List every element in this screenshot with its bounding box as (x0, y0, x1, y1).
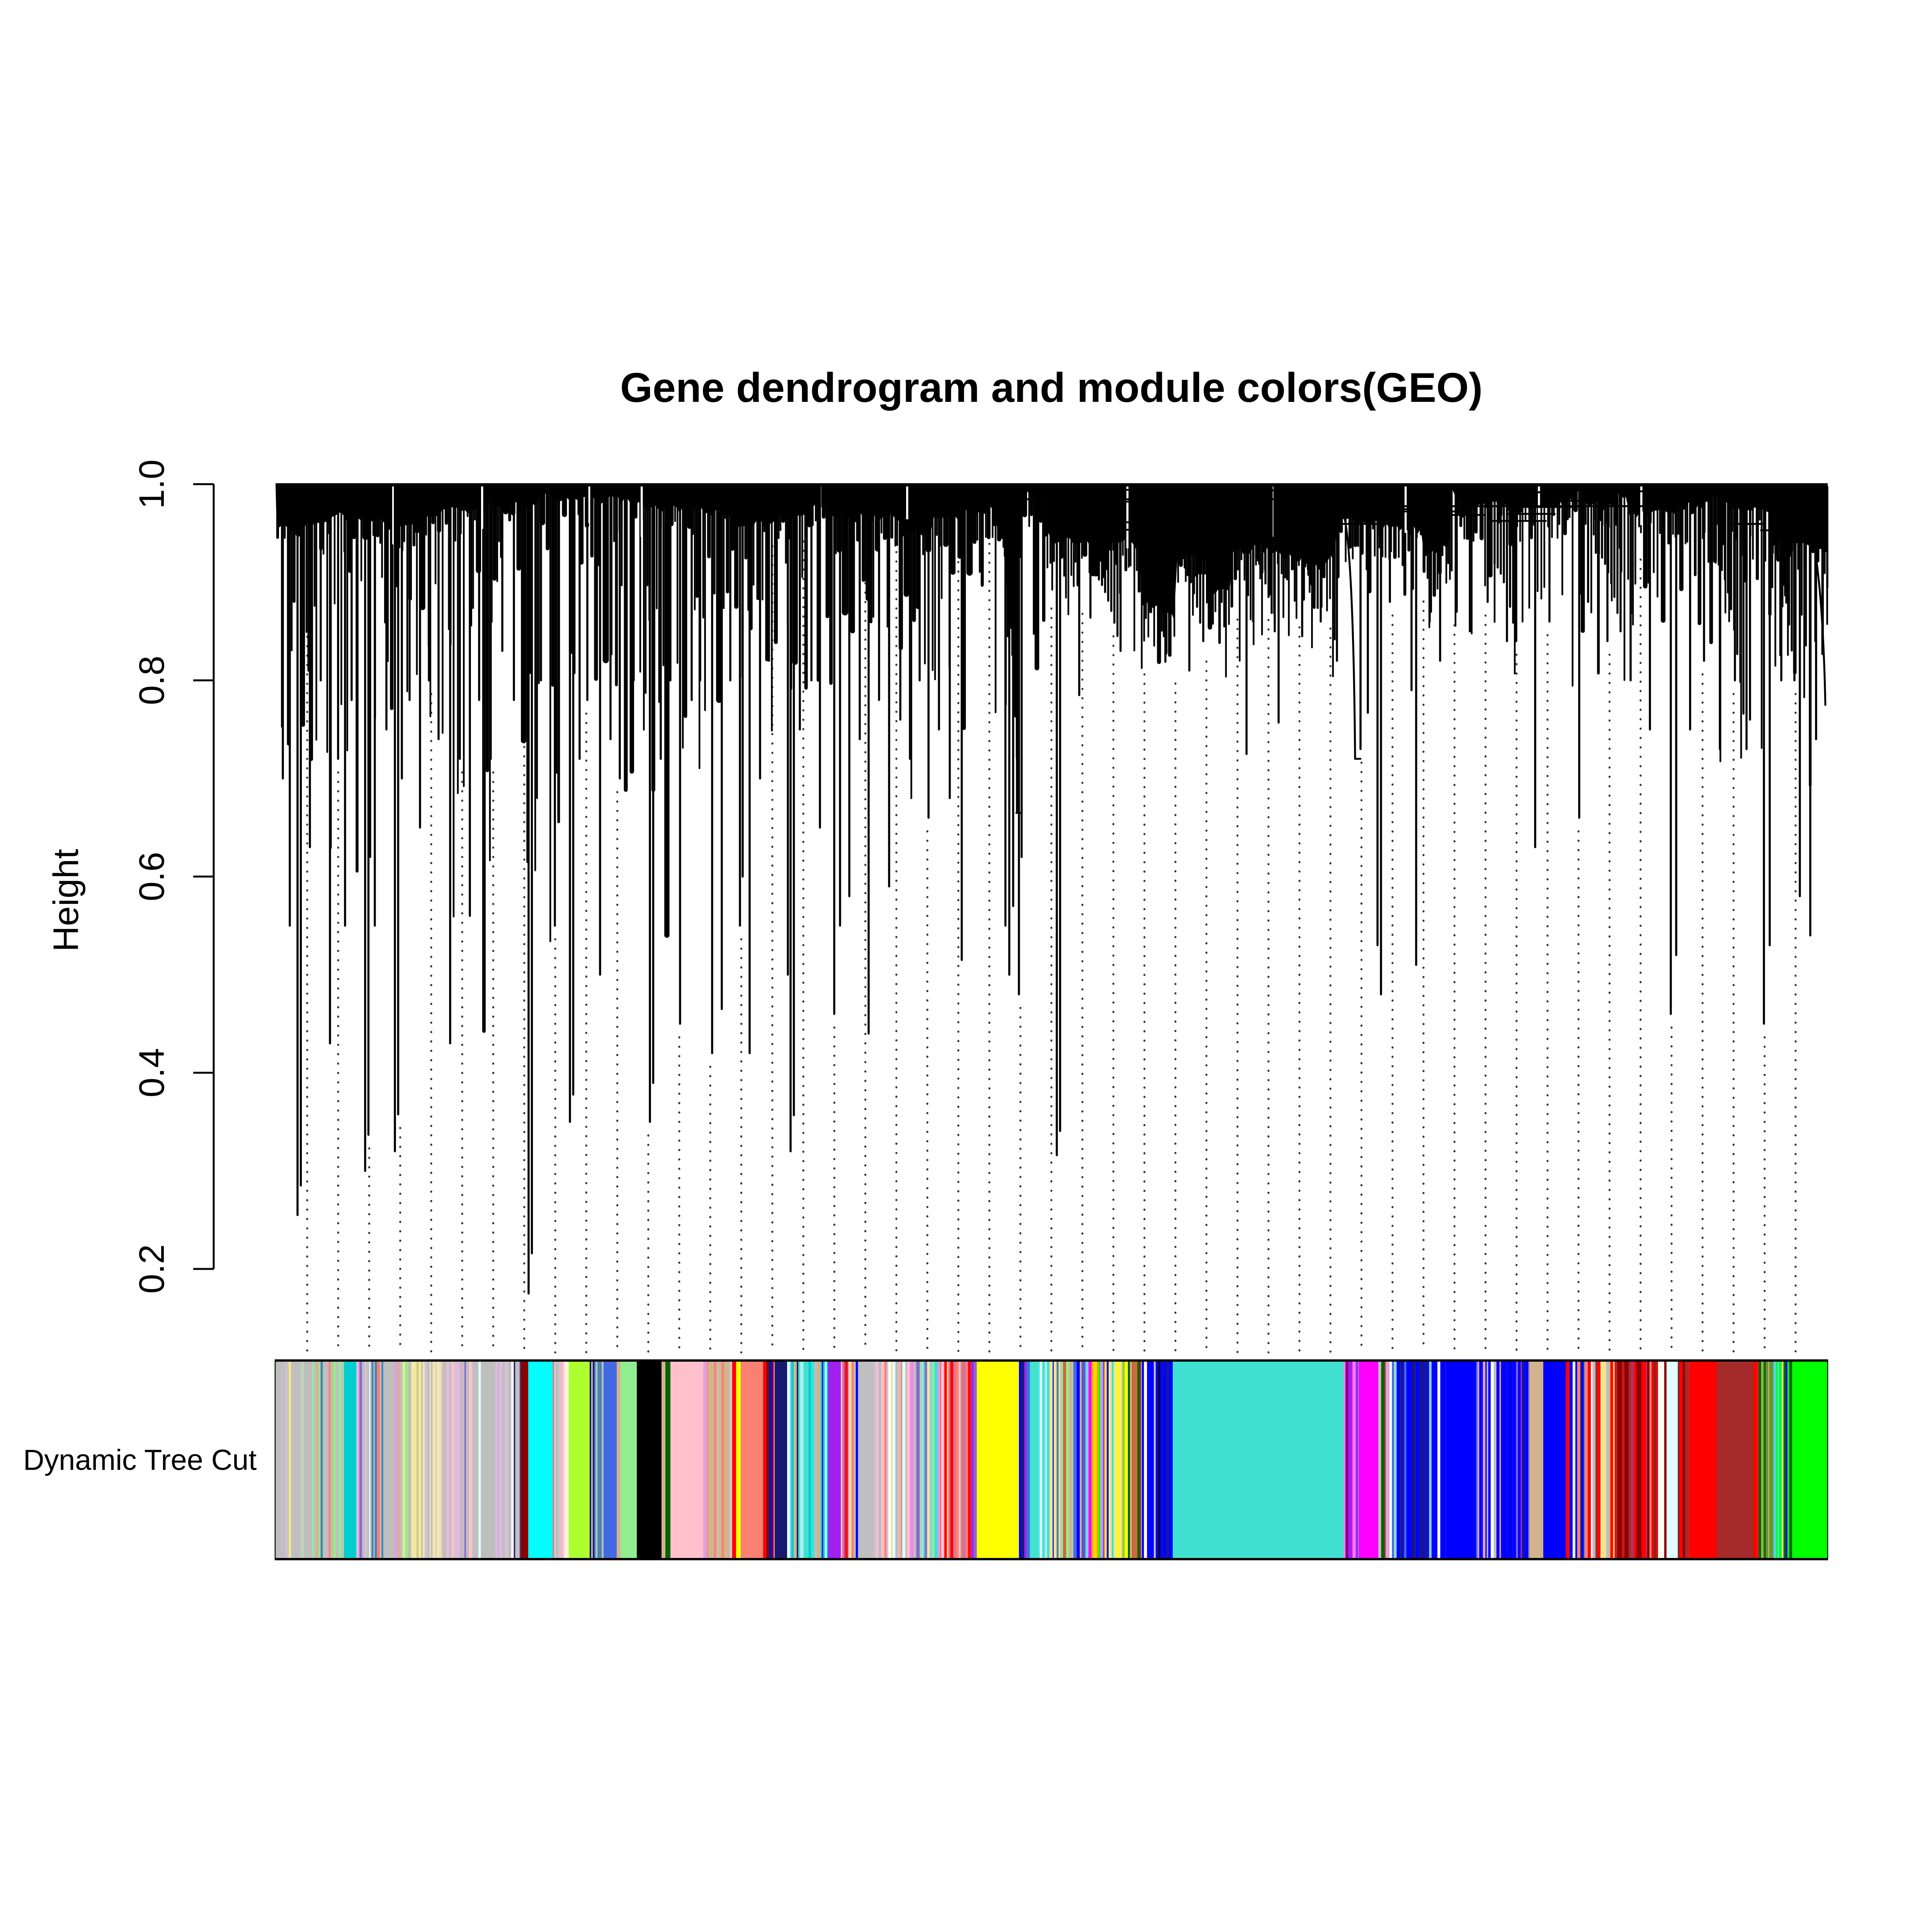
svg-text:Height: Height (46, 849, 86, 952)
svg-text:0.2: 0.2 (132, 1244, 172, 1294)
svg-text:0.8: 0.8 (132, 656, 172, 705)
svg-text:0.4: 0.4 (132, 1048, 172, 1097)
svg-text:Dynamic Tree Cut: Dynamic Tree Cut (23, 1444, 257, 1476)
svg-text:Gene dendrogram and module col: Gene dendrogram and module colors(GEO) (620, 364, 1483, 411)
svg-text:1.0: 1.0 (132, 459, 172, 509)
svg-text:0.6: 0.6 (132, 852, 172, 901)
